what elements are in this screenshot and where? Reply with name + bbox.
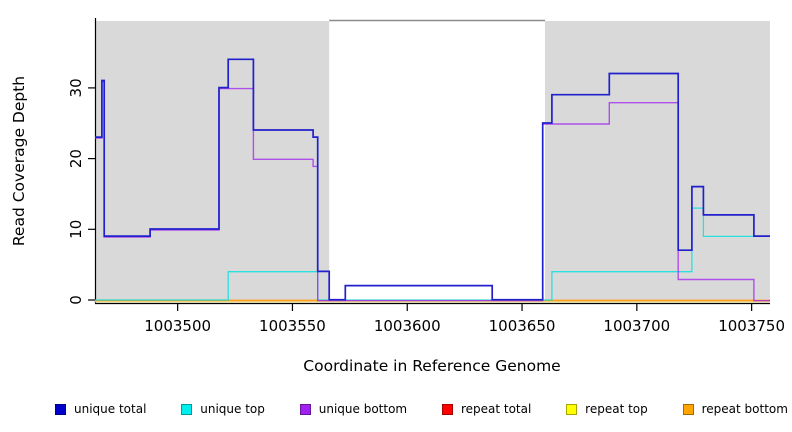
y-tick-label: 10 — [67, 220, 85, 239]
series-line-unique-total — [95, 58, 770, 301]
y-tick-label: 30 — [67, 78, 85, 97]
legend-label: repeat top — [585, 402, 648, 416]
legend-label: repeat bottom — [701, 402, 788, 416]
legend-item-unique-total: unique total — [55, 403, 146, 415]
legend-label: unique total — [74, 402, 147, 416]
x-tick-label: 1003650 — [489, 317, 556, 335]
legend-swatch-icon — [441, 403, 453, 415]
legend-item-repeat-top: repeat top — [566, 403, 648, 415]
legend-swatch-icon — [566, 403, 578, 415]
legend-swatch-icon — [299, 403, 311, 415]
series-lines-layer — [95, 58, 770, 303]
axes-layer: 0 10 20 30 1003500 1003550 1003600 1003650 10037… — [67, 18, 785, 335]
legend: unique total unique top unique bottom repea… — [55, 397, 788, 421]
legend-item-repeat-total: repeat total — [441, 402, 532, 416]
legend-label: unique top — [200, 402, 265, 416]
x-axis-title: Coordinate in Reference Genome — [303, 357, 560, 375]
legend-item-unique-top: unique top — [181, 403, 265, 415]
y-tick-label: 0 — [67, 295, 85, 305]
legend-label: unique bottom — [318, 402, 408, 416]
shaded-region-right — [545, 21, 770, 302]
x-tick-label: 1003600 — [374, 317, 441, 335]
x-tick-label: 1003550 — [259, 317, 326, 335]
y-axis-title: Read Coverage Depth — [10, 76, 28, 246]
legend-swatch-icon — [181, 403, 193, 415]
x-tick-label: 1003700 — [603, 317, 670, 335]
shaded-region-left — [95, 21, 330, 302]
legend-item-unique-bottom: unique bottom — [299, 402, 408, 416]
y-tick-label: 20 — [67, 149, 85, 168]
legend-label: repeat total — [460, 402, 532, 416]
x-tick-label: 1003500 — [144, 317, 211, 335]
x-tick-label: 1003750 — [718, 317, 785, 335]
legend-item-repeat-bottom: repeat bottom — [682, 402, 788, 416]
legend-swatch-icon — [682, 403, 694, 415]
shaded-regions-layer — [95, 19, 770, 302]
legend-swatch-icon — [55, 403, 66, 415]
